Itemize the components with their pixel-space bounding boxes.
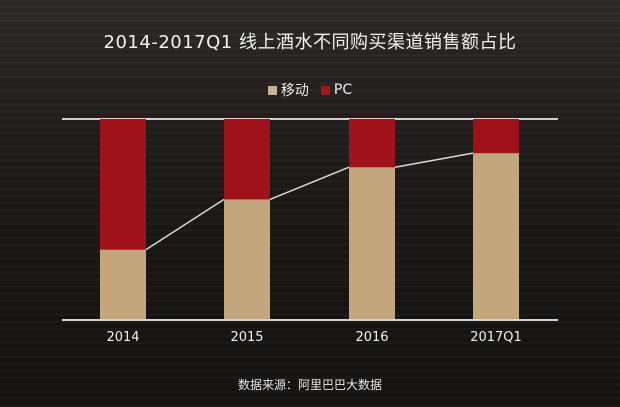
legend-swatch-pc	[320, 85, 330, 95]
bar-segment-pc	[473, 119, 519, 154]
source-note: 数据来源：阿里巴巴大数据	[237, 378, 382, 392]
x-tick-label: 2014	[106, 330, 140, 345]
trend-line	[145, 198, 225, 251]
bar-segment-pc	[100, 119, 146, 250]
legend-swatch-mobile	[267, 85, 277, 95]
legend: 移动 PC	[0, 80, 620, 100]
legend-label-mobile: 移动	[280, 83, 309, 99]
bar-segment-mobile	[224, 199, 270, 320]
trend-line	[394, 152, 474, 168]
bar-segment-pc	[349, 119, 395, 168]
bar-segment-pc	[224, 119, 270, 200]
bar-segment-mobile	[473, 153, 519, 320]
bar-segment-mobile	[100, 249, 146, 320]
legend-item-pc: PC	[320, 82, 353, 98]
bar-segment-mobile	[349, 167, 395, 320]
x-tick-label: 2017Q1	[470, 330, 522, 345]
trend-line	[269, 166, 350, 201]
x-tick-label: 2015	[230, 330, 264, 345]
legend-label-pc: PC	[333, 82, 353, 98]
x-tick-label: 2016	[355, 330, 389, 345]
chart-title: 2014-2017Q1 线上酒水不同购买渠道销售额占比	[103, 32, 517, 53]
legend-item-mobile: 移动	[267, 80, 309, 100]
